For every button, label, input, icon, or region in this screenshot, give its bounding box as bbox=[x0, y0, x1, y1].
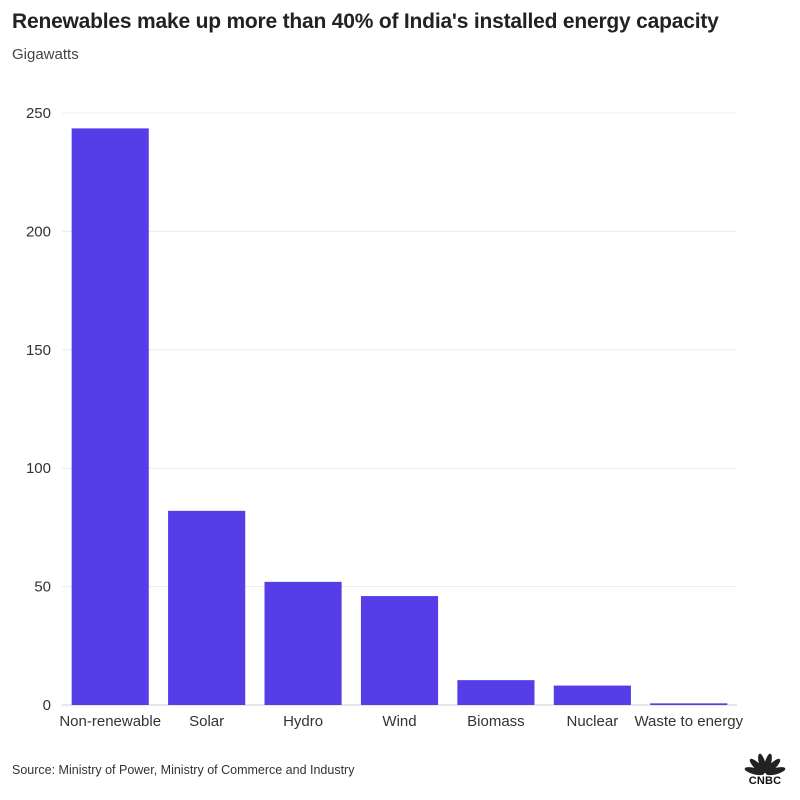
x-tick-label: Solar bbox=[189, 713, 224, 730]
bar-biomass bbox=[457, 680, 535, 705]
bars bbox=[71, 128, 728, 706]
y-tick-label: 100 bbox=[26, 460, 51, 477]
bar-non-renewable bbox=[71, 128, 149, 706]
y-tick-label: 150 bbox=[26, 342, 51, 359]
bar-nuclear bbox=[553, 685, 631, 705]
y-axis: 0 50 100 150 200 250 bbox=[26, 105, 51, 714]
cnbc-peacock-icon bbox=[744, 753, 786, 776]
bar-hydro bbox=[264, 581, 342, 705]
y-tick-label: 250 bbox=[26, 105, 51, 122]
bar-waste-to-energy bbox=[650, 703, 728, 705]
x-tick-label: Hydro bbox=[283, 713, 323, 730]
x-tick-label: Wind bbox=[382, 713, 416, 730]
x-axis: Non-renewable Solar Hydro Wind Biomass Nuclea… bbox=[59, 713, 743, 730]
cnbc-logo-text: CNBC bbox=[748, 775, 782, 787]
y-tick-label: 0 bbox=[43, 697, 51, 714]
chart-title: Renewables make up more than 40% of Indi… bbox=[12, 10, 719, 33]
x-tick-label: Nuclear bbox=[567, 713, 619, 730]
y-tick-label: 50 bbox=[34, 579, 51, 596]
y-tick-label: 200 bbox=[26, 223, 51, 240]
source-note: Source: Ministry of Power, Ministry of C… bbox=[12, 763, 355, 777]
bar-solar bbox=[168, 510, 246, 705]
x-tick-label: Waste to energy bbox=[634, 713, 743, 730]
x-tick-label: Non-renewable bbox=[59, 713, 161, 730]
x-tick-label: Biomass bbox=[467, 713, 525, 730]
chart-subtitle: Gigawatts bbox=[12, 46, 79, 63]
bar-wind bbox=[360, 596, 439, 705]
cnbc-logo: CNBC bbox=[742, 748, 788, 790]
